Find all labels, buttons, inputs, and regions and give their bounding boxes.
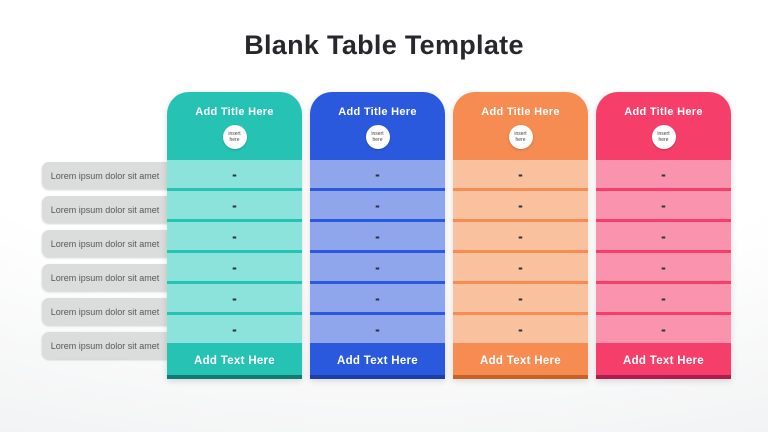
table-cell[interactable]: - [167,315,302,346]
column-title-placeholder[interactable]: Add Title Here [481,106,560,118]
cell-dash: - [661,257,666,277]
column-footer-placeholder[interactable]: Add Text Here [310,346,445,375]
column-header[interactable]: Add Title Here insert here [310,92,445,160]
cell-dash: - [375,319,380,339]
table-cell[interactable]: - [167,253,302,284]
cell-dash: - [518,195,523,215]
column-footer-placeholder[interactable]: Add Text Here [596,346,731,375]
column-title-placeholder[interactable]: Add Title Here [624,106,703,118]
table-cell[interactable]: - [310,315,445,346]
table-cell[interactable]: - [167,160,302,191]
table-cell[interactable]: - [596,160,731,191]
cell-dash: - [232,257,237,277]
row-labels: Lorem ipsum dolor sit amet Lorem ipsum d… [42,162,180,366]
cell-dash: - [661,164,666,184]
row-label-text: Lorem ipsum dolor sit amet [50,306,160,317]
column-bottom-edge [310,375,445,379]
cell-dash: - [661,319,666,339]
cell-dash: - [518,164,523,184]
table-cell[interactable]: - [310,253,445,284]
cell-dash: - [661,195,666,215]
row-label[interactable]: Lorem ipsum dolor sit amet [42,196,180,223]
row-label-text: Lorem ipsum dolor sit amet [50,340,160,351]
cell-dash: - [232,164,237,184]
table-cell[interactable]: - [596,191,731,222]
insert-here-label: insert here [514,131,527,143]
cell-dash: - [375,226,380,246]
table-cell[interactable]: - [167,222,302,253]
column-pink: Add Title Here insert here - - - - - - A… [596,92,731,379]
insert-here-label: insert here [657,131,670,143]
row-label[interactable]: Lorem ipsum dolor sit amet [42,230,180,257]
cell-dash: - [375,195,380,215]
insert-here-label: insert here [228,131,241,143]
cell-dash: - [232,226,237,246]
row-label[interactable]: Lorem ipsum dolor sit amet [42,162,180,189]
table-cell[interactable]: - [596,222,731,253]
table-cell[interactable]: - [453,253,588,284]
row-label[interactable]: Lorem ipsum dolor sit amet [42,264,180,291]
table-cell[interactable]: - [596,253,731,284]
row-label[interactable]: Lorem ipsum dolor sit amet [42,298,180,325]
insert-here-badge[interactable]: insert here [651,125,676,149]
insert-here-badge[interactable]: insert here [508,125,533,149]
table-cell[interactable]: - [167,191,302,222]
row-label-text: Lorem ipsum dolor sit amet [50,238,160,249]
table-cell[interactable]: - [596,284,731,315]
table-cell[interactable]: - [310,284,445,315]
page-title: Blank Table Template [244,30,524,60]
column-footer-placeholder[interactable]: Add Text Here [453,346,588,375]
table-cell[interactable]: - [453,191,588,222]
column-bottom-edge [596,375,731,379]
table-cell[interactable]: - [310,222,445,253]
cell-dash: - [518,257,523,277]
cell-dash: - [518,319,523,339]
cell-dash: - [232,288,237,308]
table-cell[interactable]: - [453,222,588,253]
column-bottom-edge [167,375,302,379]
column-header[interactable]: Add Title Here insert here [596,92,731,160]
column-bottom-edge [453,375,588,379]
cell-dash: - [232,195,237,215]
column-header[interactable]: Add Title Here insert here [453,92,588,160]
insert-here-badge[interactable]: insert here [222,125,247,149]
table-cell[interactable]: - [453,284,588,315]
column-orange: Add Title Here insert here - - - - - - A… [453,92,588,379]
cell-dash: - [661,226,666,246]
table-cell[interactable]: - [453,160,588,191]
cell-dash: - [518,288,523,308]
cell-dash: - [375,288,380,308]
row-label-text: Lorem ipsum dolor sit amet [50,204,160,215]
cell-dash: - [232,319,237,339]
cell-dash: - [518,226,523,246]
insert-here-badge[interactable]: insert here [365,125,390,149]
table-cell[interactable]: - [167,284,302,315]
table-columns: Add Title Here insert here - - - - - - A… [167,92,731,379]
column-title-placeholder[interactable]: Add Title Here [338,106,417,118]
column-title-placeholder[interactable]: Add Title Here [195,106,274,118]
cell-dash: - [375,257,380,277]
table-cell[interactable]: - [453,315,588,346]
insert-here-label: insert here [371,131,384,143]
cell-dash: - [661,288,666,308]
table-cell[interactable]: - [310,160,445,191]
table-cell[interactable]: - [310,191,445,222]
cell-dash: - [375,164,380,184]
column-blue: Add Title Here insert here - - - - - - A… [310,92,445,379]
row-label-text: Lorem ipsum dolor sit amet [50,170,160,181]
column-footer-placeholder[interactable]: Add Text Here [167,346,302,375]
column-teal: Add Title Here insert here - - - - - - A… [167,92,302,379]
column-header[interactable]: Add Title Here insert here [167,92,302,160]
table-cell[interactable]: - [596,315,731,346]
row-label-text: Lorem ipsum dolor sit amet [50,272,160,283]
row-label[interactable]: Lorem ipsum dolor sit amet [42,332,180,359]
